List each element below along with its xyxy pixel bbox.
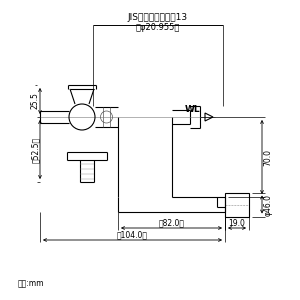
Text: WL: WL bbox=[185, 104, 201, 113]
Text: 25.5: 25.5 bbox=[31, 93, 40, 110]
Text: （104.0）: （104.0） bbox=[117, 230, 148, 239]
Text: （φ20.955）: （φ20.955） bbox=[136, 23, 180, 32]
Text: 70.0: 70.0 bbox=[263, 148, 272, 166]
Text: （82.0）: （82.0） bbox=[158, 218, 184, 227]
Text: 19.0: 19.0 bbox=[229, 218, 245, 227]
Bar bbox=[225, 193, 249, 217]
Text: 単位:mm: 単位:mm bbox=[18, 279, 44, 288]
Text: JIS給水栓取付ねじ13: JIS給水栓取付ねじ13 bbox=[128, 13, 188, 22]
Text: φ46.0: φ46.0 bbox=[263, 194, 272, 215]
Text: （52.5）: （52.5） bbox=[31, 136, 40, 163]
